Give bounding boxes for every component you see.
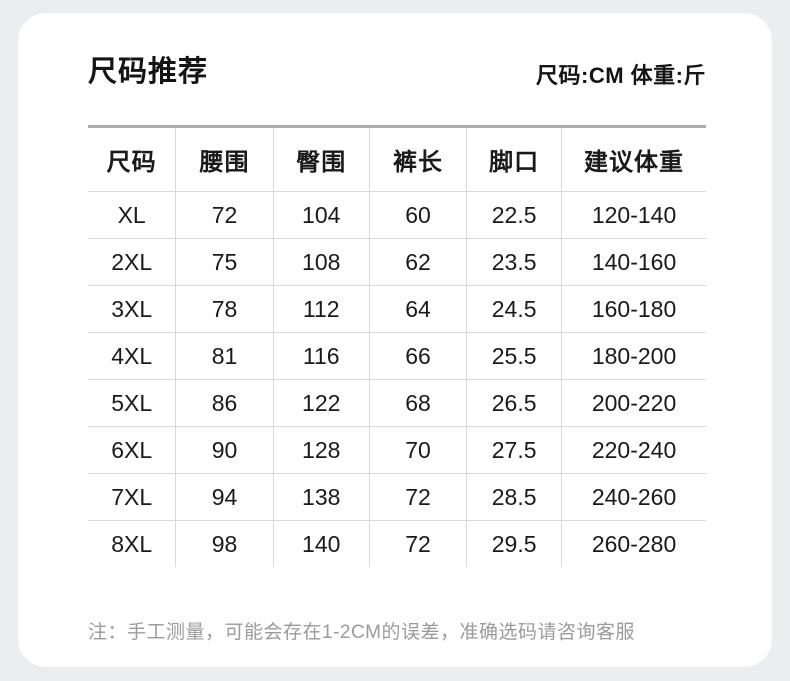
size-cell: XL xyxy=(88,191,177,239)
table-row: 4XL 81 116 66 25.5 180-200 xyxy=(88,332,706,380)
value-cell: 78 xyxy=(175,285,274,333)
size-cell: 8XL xyxy=(88,520,177,567)
column-header: 脚口 xyxy=(466,126,563,192)
value-cell: 68 xyxy=(369,379,468,427)
value-cell: 140-160 xyxy=(561,238,706,286)
value-cell: 28.5 xyxy=(466,473,563,521)
value-cell: 220-240 xyxy=(561,426,706,474)
value-cell: 64 xyxy=(369,285,468,333)
size-cell: 7XL xyxy=(88,473,177,521)
size-cell: 6XL xyxy=(88,426,177,474)
table-row: 6XL 90 128 70 27.5 220-240 xyxy=(88,426,706,474)
value-cell: 22.5 xyxy=(466,191,563,239)
table-row: 3XL 78 112 64 24.5 160-180 xyxy=(88,285,706,333)
value-cell: 240-260 xyxy=(561,473,706,521)
value-cell: 120-140 xyxy=(561,191,706,239)
table-row: 8XL 98 140 72 29.5 260-280 xyxy=(88,520,706,567)
value-cell: 23.5 xyxy=(466,238,563,286)
value-cell: 180-200 xyxy=(561,332,706,380)
column-header: 建议体重 xyxy=(561,126,706,192)
table-row: 7XL 94 138 72 28.5 240-260 xyxy=(88,473,706,521)
value-cell: 94 xyxy=(175,473,274,521)
size-cell: 5XL xyxy=(88,379,177,427)
table-row: XL 72 104 60 22.5 120-140 xyxy=(88,191,706,239)
page-title: 尺码推荐 xyxy=(88,56,209,88)
value-cell: 60 xyxy=(369,191,468,239)
value-cell: 90 xyxy=(175,426,274,474)
value-cell: 104 xyxy=(273,191,370,239)
card-header: 尺码推荐 尺码:CM 体重:斤 xyxy=(88,58,706,87)
value-cell: 128 xyxy=(273,426,370,474)
size-chart-card: 尺码推荐 尺码:CM 体重:斤 尺码 腰围 臀围 裤长 脚口 建议体重 XL 72 104 60… xyxy=(18,13,772,667)
value-cell: 27.5 xyxy=(466,426,563,474)
value-cell: 72 xyxy=(369,520,468,567)
value-cell: 75 xyxy=(175,238,274,286)
size-table-head: 尺码 腰围 臀围 裤长 脚口 建议体重 xyxy=(88,126,706,192)
size-cell: 2XL xyxy=(88,238,177,286)
column-header: 腰围 xyxy=(175,126,274,192)
value-cell: 25.5 xyxy=(466,332,563,380)
value-cell: 108 xyxy=(273,238,370,286)
value-cell: 70 xyxy=(369,426,468,474)
header-row: 尺码 腰围 臀围 裤长 脚口 建议体重 xyxy=(88,126,706,192)
value-cell: 86 xyxy=(175,379,274,427)
size-cell: 4XL xyxy=(88,332,177,380)
size-table-body: XL 72 104 60 22.5 120-140 2XL 75 108 62 23.5 140-16… xyxy=(88,191,706,567)
units-label: 尺码:CM 体重:斤 xyxy=(536,63,706,88)
value-cell: 98 xyxy=(175,520,274,567)
value-cell: 24.5 xyxy=(466,285,563,333)
value-cell: 81 xyxy=(175,332,274,380)
table-row: 2XL 75 108 62 23.5 140-160 xyxy=(88,238,706,286)
measurement-note: 注：手工测量，可能会存在1-2CM的误差，准确选码请咨询客服 xyxy=(88,622,636,643)
value-cell: 116 xyxy=(273,332,370,380)
column-header: 裤长 xyxy=(369,126,468,192)
column-header: 臀围 xyxy=(273,126,370,192)
value-cell: 26.5 xyxy=(466,379,563,427)
value-cell: 72 xyxy=(175,191,274,239)
value-cell: 112 xyxy=(273,285,370,333)
value-cell: 72 xyxy=(369,473,468,521)
value-cell: 160-180 xyxy=(561,285,706,333)
value-cell: 62 xyxy=(369,238,468,286)
size-table: 尺码 腰围 臀围 裤长 脚口 建议体重 XL 72 104 60 22.5 120-140 2XL 75… xyxy=(88,125,706,567)
size-cell: 3XL xyxy=(88,285,177,333)
value-cell: 140 xyxy=(273,520,370,567)
value-cell: 138 xyxy=(273,473,370,521)
table-row: 5XL 86 122 68 26.5 200-220 xyxy=(88,379,706,427)
value-cell: 66 xyxy=(369,332,468,380)
column-header: 尺码 xyxy=(88,126,177,192)
value-cell: 200-220 xyxy=(561,379,706,427)
value-cell: 260-280 xyxy=(591,530,677,557)
value-cell: 29.5 xyxy=(466,520,563,567)
value-cell: 122 xyxy=(273,379,370,427)
